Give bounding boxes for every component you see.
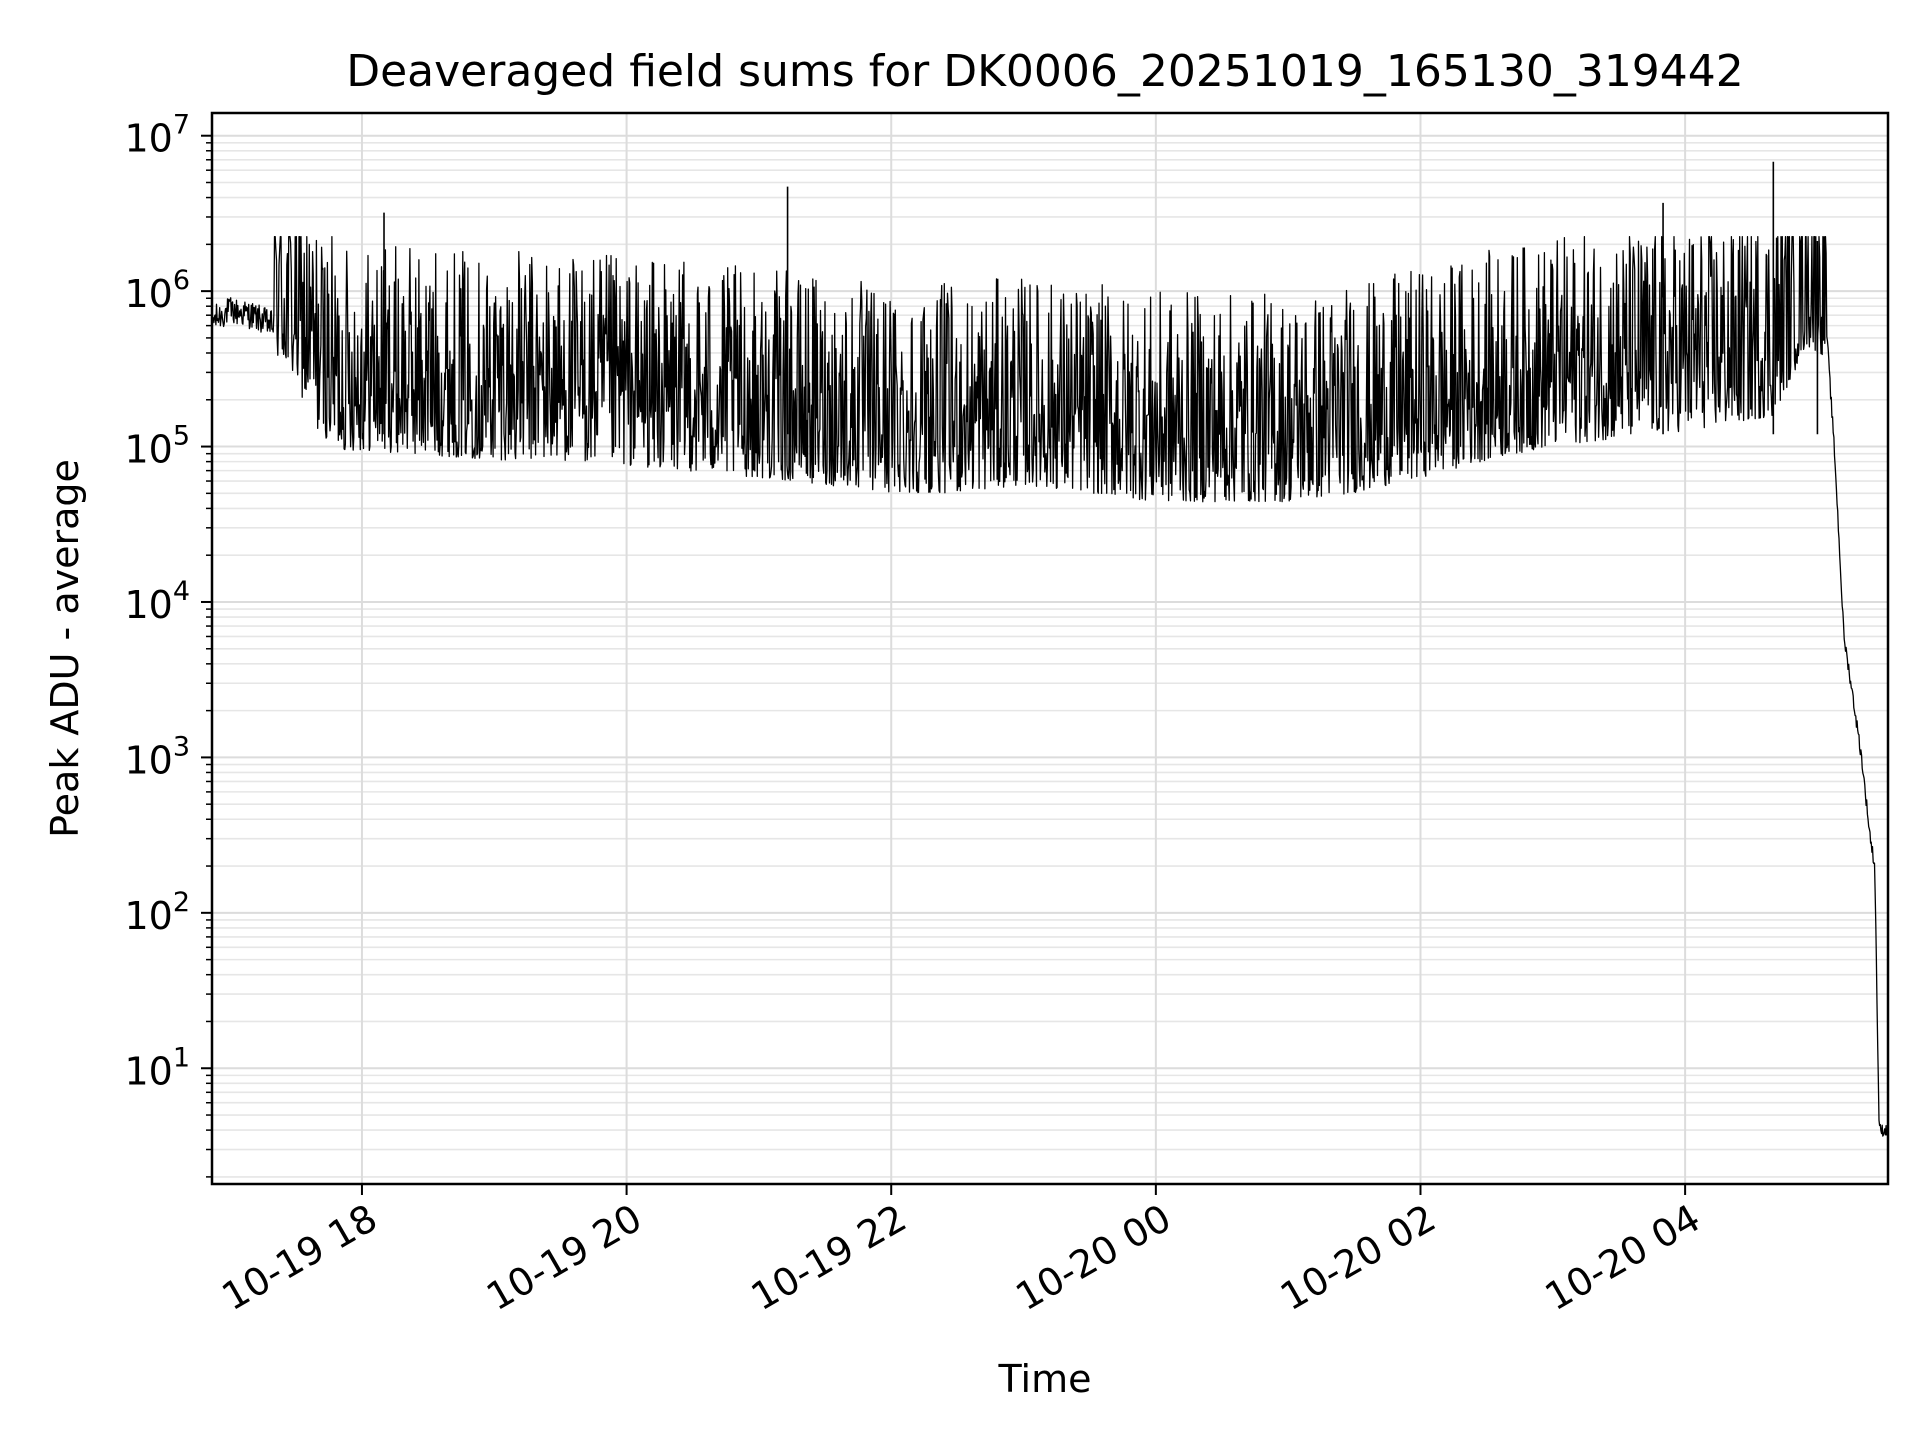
chart-title: Deaveraged field sums for DK0006_2025101… bbox=[346, 46, 1744, 97]
y-tick-base: 10 bbox=[124, 117, 172, 161]
y-tick-label: 103 bbox=[124, 731, 190, 782]
y-tick-label: 107 bbox=[124, 110, 190, 161]
y-tick-label: 101 bbox=[124, 1042, 190, 1093]
y-tick-exponent: 2 bbox=[173, 887, 190, 918]
y-tick-exponent: 4 bbox=[173, 576, 190, 607]
y-tick-base: 10 bbox=[124, 894, 172, 938]
y-tick-exponent: 5 bbox=[173, 421, 190, 452]
y-tick-exponent: 7 bbox=[173, 110, 190, 141]
y-tick-exponent: 6 bbox=[173, 265, 190, 296]
y-tick-base: 10 bbox=[124, 272, 172, 316]
y-tick-base: 10 bbox=[124, 428, 172, 472]
y-axis-label: Peak ADU - average bbox=[43, 459, 87, 838]
x-axis-label: Time bbox=[998, 1357, 1092, 1401]
y-tick-base: 10 bbox=[124, 1049, 172, 1093]
y-tick-label: 102 bbox=[124, 887, 190, 938]
data-layer bbox=[211, 161, 1889, 1137]
y-tick-exponent: 3 bbox=[173, 731, 190, 762]
y-tick-base: 10 bbox=[124, 583, 172, 627]
y-tick-label: 105 bbox=[124, 421, 190, 472]
y-tick-label: 106 bbox=[124, 265, 190, 316]
y-tick-base: 10 bbox=[124, 738, 172, 782]
series-line bbox=[211, 236, 1889, 1137]
y-tick-exponent: 1 bbox=[173, 1042, 190, 1073]
y-tick-label: 104 bbox=[124, 576, 190, 627]
